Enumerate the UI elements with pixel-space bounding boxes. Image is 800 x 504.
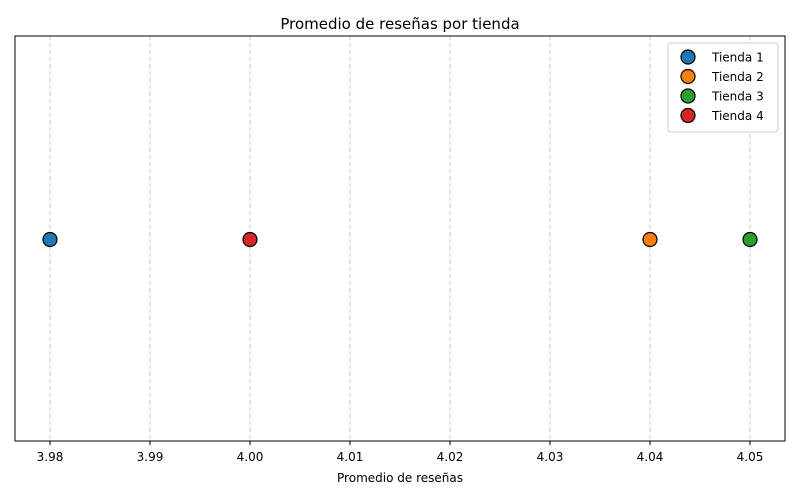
x-tick-label: 3.99 [137,450,164,464]
legend-label: Tienda 3 [711,90,764,104]
data-point-tienda-1 [42,231,58,248]
x-axis-label: Promedio de reseñas [337,471,463,485]
x-tick-label: 4.04 [637,450,664,464]
x-tick-label: 4.03 [537,450,564,464]
legend-label: Tienda 2 [711,70,764,84]
x-tick-label: 4.02 [437,450,464,464]
legend-marker [680,107,696,124]
x-tick-label: 4.01 [337,450,364,464]
legend-label: Tienda 1 [711,51,764,65]
data-point-tienda-3 [742,231,758,248]
grid-layer [49,36,751,441]
legend-marker [680,68,696,85]
x-tick-label: 4.00 [237,450,264,464]
data-points [42,231,758,248]
x-tick-label: 4.05 [737,450,764,464]
data-point-tienda-2 [642,231,658,248]
legend-marker [680,88,696,104]
chart-title: Promedio de reseñas por tienda [280,15,519,33]
plot-frame [14,35,786,442]
x-tick-label: 3.98 [37,450,64,464]
data-point-tienda-4 [242,231,258,248]
legend-label: Tienda 4 [711,109,764,123]
x-axis: 3.98 3.99 4.00 4.01 4.02 4.03 4.04 4.05 [37,441,764,464]
legend-frame [667,42,779,133]
legend: Tienda 1 Tienda 2 Tienda 3 Tienda 4 [667,42,779,133]
legend-marker [680,49,696,65]
